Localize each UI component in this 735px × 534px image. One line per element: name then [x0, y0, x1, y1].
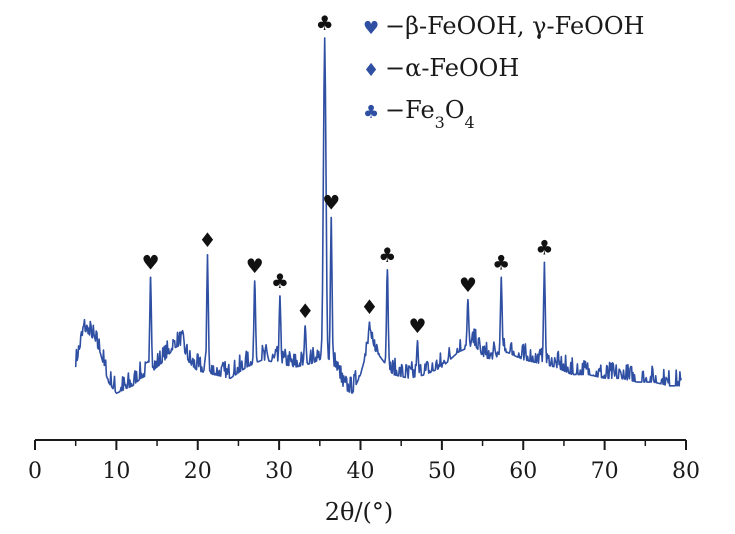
legend-label: −β-FeOOH, γ-FeOOH: [385, 12, 644, 40]
peak-point: [386, 269, 389, 271]
x-tick-label: 30: [265, 459, 293, 484]
peak-marker-label: ♣: [378, 243, 396, 267]
peak-point: [304, 325, 306, 327]
peak-point: [330, 216, 333, 219]
peak-marker-label: ♣: [535, 235, 553, 259]
x-tick-label: 60: [509, 459, 537, 484]
legend-dash: −: [385, 96, 405, 124]
peak-point: [149, 276, 152, 279]
peak-marker-label: ♥: [246, 254, 264, 278]
club-marker-icon: ♣: [363, 102, 379, 123]
xrd-trace: [74, 37, 683, 394]
x-tick-label: 10: [102, 459, 130, 484]
x-tick-label: 20: [184, 459, 212, 484]
x-tick-label: 80: [672, 459, 700, 484]
peak-marker-label: ♥: [142, 250, 160, 274]
peak-point: [500, 276, 503, 279]
x-axis-label: 2θ/(°): [325, 498, 394, 526]
peak-point: [467, 299, 469, 301]
peak-point: [368, 321, 371, 324]
legend-label: −Fe3O4: [385, 96, 475, 132]
diamond-marker-icon: ♦: [363, 60, 379, 81]
legend-dash: −: [385, 54, 405, 82]
peak-marker-label: ♦: [296, 299, 314, 323]
peak-point: [279, 295, 281, 297]
x-tick-label: 40: [347, 459, 375, 484]
peak-point: [323, 37, 326, 39]
legend: ♥ −β-FeOOH, γ-FeOOH ♦ −α-FeOOH ♣ −Fe3O4: [363, 12, 644, 132]
peak-marker-label: ♥: [459, 273, 477, 297]
peak-marker-label: ♣: [492, 250, 510, 274]
peak-marker-label: ♣: [316, 11, 334, 35]
peak-point: [253, 280, 256, 282]
legend-dash: −: [385, 12, 405, 40]
peak-point: [416, 340, 419, 342]
legend-label: −α-FeOOH: [385, 54, 519, 82]
peak-marker-label: ♣: [271, 269, 289, 293]
x-axis: 0 10 20 30 40 50 60 70 80: [28, 439, 700, 484]
peak-marker-label: ♥: [322, 191, 340, 215]
peak-marker-label: ♦: [360, 295, 378, 319]
heart-marker-icon: ♥: [363, 18, 379, 39]
x-tick-label: 50: [428, 459, 456, 484]
x-tick-label: 0: [28, 459, 42, 484]
peak-marker-label: ♦: [199, 228, 217, 252]
peak-marker-label: ♥: [408, 314, 426, 338]
peak-point: [206, 254, 209, 256]
plot-area: ♥ ♦ ♥ ♣ ♦ ♣ ♥ ♦ ♣ ♥ ♥ ♣ ♣: [74, 11, 683, 394]
x-tick-label: 70: [591, 459, 619, 484]
peak-point: [543, 261, 546, 264]
